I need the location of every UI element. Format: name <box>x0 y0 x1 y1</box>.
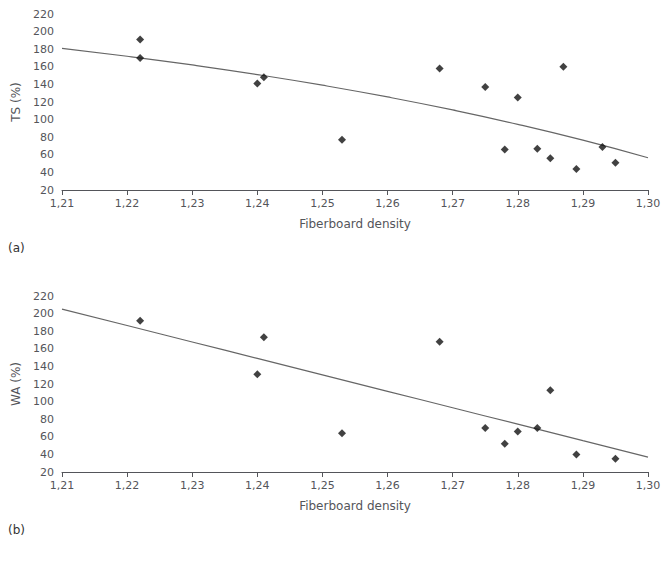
svg-text:80: 80 <box>40 413 54 426</box>
svg-text:1,30: 1,30 <box>636 479 661 492</box>
svg-text:TS (%): TS (%) <box>9 82 23 123</box>
svg-text:1,26: 1,26 <box>375 479 400 492</box>
svg-text:20: 20 <box>40 184 54 197</box>
svg-text:1,24: 1,24 <box>245 197 270 210</box>
svg-text:180: 180 <box>33 43 54 56</box>
svg-text:1,25: 1,25 <box>310 479 335 492</box>
svg-text:40: 40 <box>40 166 54 179</box>
svg-text:1,28: 1,28 <box>506 479 531 492</box>
svg-text:220: 220 <box>33 290 54 303</box>
svg-text:1,23: 1,23 <box>180 479 205 492</box>
svg-text:1,22: 1,22 <box>115 197 140 210</box>
svg-text:60: 60 <box>40 148 54 161</box>
svg-text:120: 120 <box>33 96 54 109</box>
svg-text:1,21: 1,21 <box>50 197 75 210</box>
svg-text:100: 100 <box>33 395 54 408</box>
svg-text:(b): (b) <box>8 523 25 537</box>
svg-text:160: 160 <box>33 342 54 355</box>
svg-text:1,25: 1,25 <box>310 197 335 210</box>
svg-text:20: 20 <box>40 466 54 479</box>
svg-text:200: 200 <box>33 25 54 38</box>
svg-text:Fiberboard density: Fiberboard density <box>299 217 411 231</box>
svg-text:(a): (a) <box>8 241 25 255</box>
svg-text:1,22: 1,22 <box>115 479 140 492</box>
svg-text:180: 180 <box>33 325 54 338</box>
svg-text:140: 140 <box>33 360 54 373</box>
svg-text:1,27: 1,27 <box>440 479 465 492</box>
svg-text:220: 220 <box>33 8 54 21</box>
svg-text:1,26: 1,26 <box>375 197 400 210</box>
svg-text:1,27: 1,27 <box>440 197 465 210</box>
svg-text:1,23: 1,23 <box>180 197 205 210</box>
svg-text:1,24: 1,24 <box>245 479 270 492</box>
svg-text:1,21: 1,21 <box>50 479 75 492</box>
svg-text:100: 100 <box>33 113 54 126</box>
svg-text:1,30: 1,30 <box>636 197 661 210</box>
svg-text:140: 140 <box>33 78 54 91</box>
svg-text:120: 120 <box>33 378 54 391</box>
svg-text:1,29: 1,29 <box>571 197 596 210</box>
svg-text:160: 160 <box>33 60 54 73</box>
svg-text:60: 60 <box>40 430 54 443</box>
svg-text:Fiberboard density: Fiberboard density <box>299 499 411 513</box>
svg-text:40: 40 <box>40 448 54 461</box>
svg-text:1,28: 1,28 <box>506 197 531 210</box>
svg-text:80: 80 <box>40 131 54 144</box>
svg-text:200: 200 <box>33 307 54 320</box>
svg-text:WA (%): WA (%) <box>9 362 23 406</box>
svg-text:1,29: 1,29 <box>571 479 596 492</box>
